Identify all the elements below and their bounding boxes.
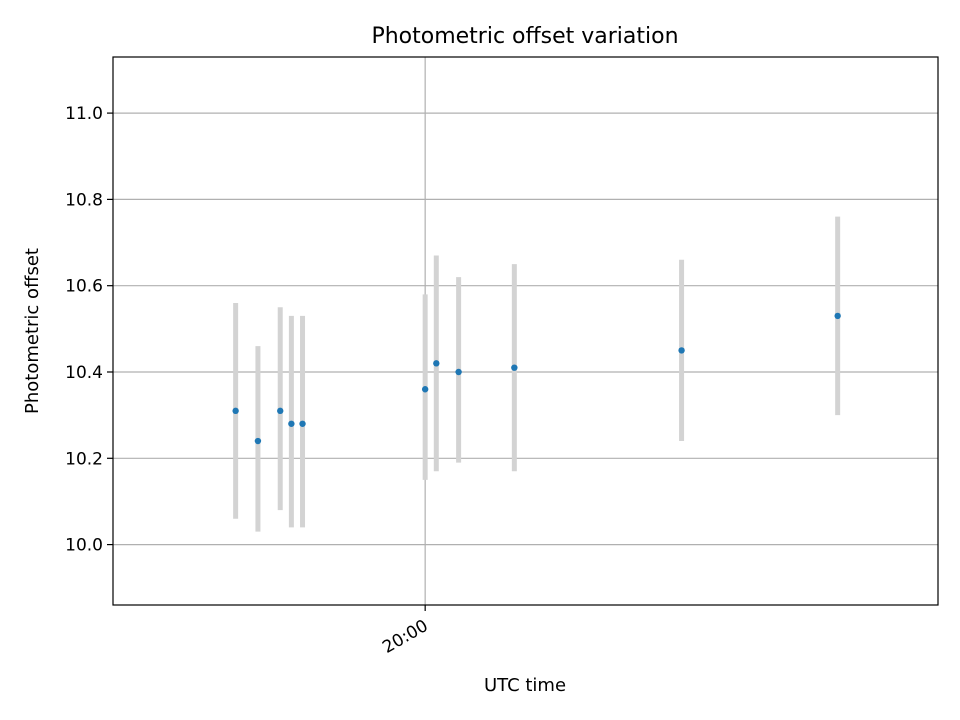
y-axis-ticks: 10.0 10.2 10.4 10.6 10.8 11.0 <box>65 104 113 556</box>
y-tick-label: 11.0 <box>65 104 103 124</box>
data-points <box>232 312 841 445</box>
data-point <box>277 407 284 415</box>
y-tick-label: 10.0 <box>65 536 103 556</box>
x-axis-label: UTC time <box>484 675 566 696</box>
data-point <box>433 360 440 367</box>
data-point <box>299 420 306 427</box>
data-point <box>511 364 518 371</box>
grid <box>113 57 938 605</box>
y-tick-label: 10.6 <box>65 277 103 297</box>
y-tick-label: 10.4 <box>65 363 103 383</box>
data-point <box>678 347 685 354</box>
plot-frame <box>112 56 939 606</box>
y-tick-label: 10.8 <box>65 190 103 210</box>
y-tick-label: 10.2 <box>65 449 103 469</box>
data-point <box>421 386 429 393</box>
data-point <box>254 437 262 445</box>
data-point <box>455 368 462 376</box>
data-point <box>288 420 295 427</box>
chart-title: Photometric offset variation <box>371 24 678 49</box>
data-point <box>232 407 239 415</box>
data-point <box>834 312 841 320</box>
y-axis-label: Photometric offset <box>22 248 43 414</box>
